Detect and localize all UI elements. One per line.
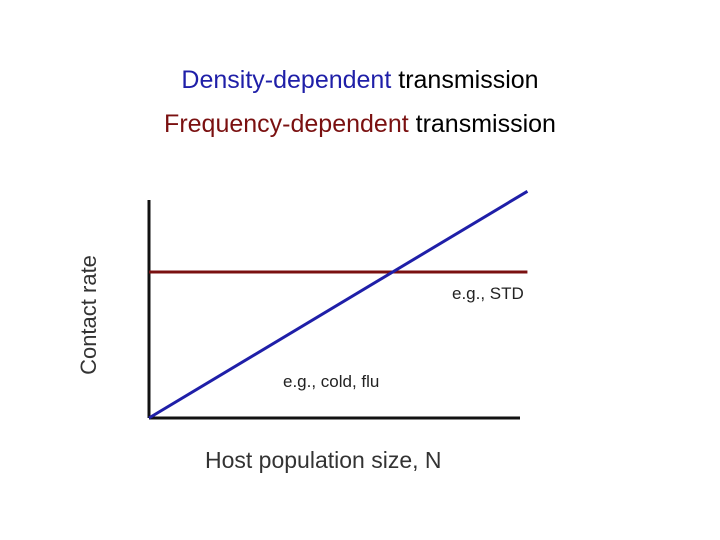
annotation-cold-flu: e.g., cold, flu [283, 372, 380, 391]
title-frequency-highlight: Frequency-dependent [164, 110, 409, 138]
title-density-highlight: Density-dependent [181, 66, 392, 94]
annotation-std: e.g., STD [452, 284, 524, 303]
title-density-dependent: Density-dependent transmission [0, 66, 720, 95]
title-density-rest: transmission [391, 66, 539, 94]
title-frequency-dependent: Frequency-dependent transmission [0, 110, 720, 139]
y-axis-label: Contact rate [76, 255, 101, 375]
title-frequency-rest: transmission [408, 110, 556, 138]
density-dependent-line [148, 189, 529, 420]
x-axis-label: Host population size, N [205, 447, 442, 473]
